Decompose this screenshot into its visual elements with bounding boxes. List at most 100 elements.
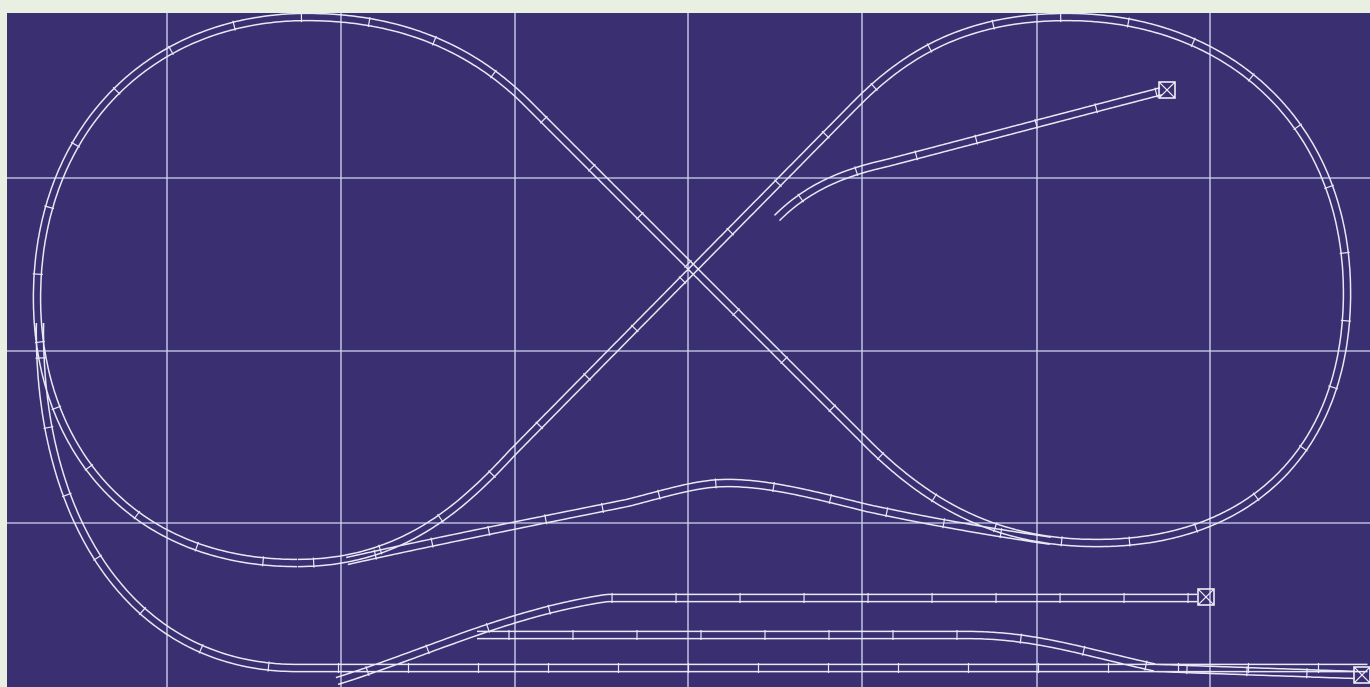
rail <box>42 323 1368 666</box>
track-joint <box>1019 633 1023 644</box>
track-joint <box>732 308 741 317</box>
track-joint <box>876 451 885 461</box>
layout-board <box>7 13 1370 687</box>
rail <box>1157 663 1356 673</box>
track-joint <box>926 43 933 53</box>
rail <box>347 485 1050 566</box>
track-joint <box>1128 536 1131 547</box>
track-joint <box>600 502 605 513</box>
rail <box>337 600 1198 686</box>
rail <box>477 630 1156 665</box>
track-joint <box>489 69 497 79</box>
yard-track-1 <box>335 592 1198 686</box>
track-joint <box>1154 87 1158 98</box>
track-joint <box>312 557 315 568</box>
track-joint <box>1324 184 1335 190</box>
track-joint <box>70 141 81 148</box>
yard-track-2 <box>477 629 1156 672</box>
track-joint <box>1340 319 1352 322</box>
bumper-cross <box>1158 81 1176 99</box>
track-joint <box>773 179 782 188</box>
track-joint <box>133 510 141 520</box>
bumper-box <box>1353 666 1370 684</box>
bumper-box <box>1197 588 1215 606</box>
track-joint <box>1328 385 1339 390</box>
track-joint <box>367 16 371 28</box>
track-joint <box>32 273 43 276</box>
track-joint <box>780 356 789 365</box>
track-joint <box>991 19 995 30</box>
track-joint <box>1190 37 1196 48</box>
grid <box>7 13 1370 687</box>
track-joint <box>1126 17 1130 28</box>
yard-track-3 <box>1156 663 1356 680</box>
track-joint <box>630 324 639 333</box>
track-joint <box>772 481 775 493</box>
rail <box>778 94 1163 222</box>
rail <box>1156 670 1355 680</box>
track-joint <box>854 166 859 177</box>
track-plan-diagram <box>7 13 1370 687</box>
track-joint <box>1247 73 1255 82</box>
track-joint <box>535 421 544 430</box>
track-joint <box>84 463 94 471</box>
track-joint <box>583 372 592 381</box>
bumper-box <box>1158 81 1176 99</box>
track-joint <box>437 513 444 523</box>
figure-eight-mainline <box>32 13 1352 568</box>
bumper-yard-track-3 <box>1353 666 1370 684</box>
bumper-cross <box>1353 666 1370 684</box>
track-joint <box>930 493 938 503</box>
track-joint <box>93 554 103 561</box>
track-joint <box>547 604 552 615</box>
track-joint <box>43 425 54 430</box>
track-joint <box>365 666 370 676</box>
track-joint <box>487 525 491 536</box>
track-joint <box>267 661 270 672</box>
track-joint <box>261 556 265 567</box>
track-joint <box>714 478 717 489</box>
rail <box>477 637 1155 672</box>
track-joint <box>232 20 236 31</box>
outer-loop-track <box>35 323 1368 674</box>
track-joint <box>544 514 548 525</box>
track-joint <box>914 150 919 161</box>
track-joint <box>1060 536 1063 547</box>
track-joint <box>1252 492 1260 502</box>
track-joint <box>678 276 687 284</box>
track-joint <box>942 518 946 529</box>
track-joint <box>487 470 496 479</box>
track-joint <box>657 489 661 500</box>
track-joint <box>61 492 72 498</box>
track-joint <box>1298 444 1308 452</box>
track-joint <box>993 522 998 533</box>
rail <box>335 593 1198 679</box>
rail <box>35 323 1368 673</box>
track-joint <box>1339 251 1350 255</box>
track-joint <box>167 45 174 56</box>
track-joint <box>1193 522 1199 533</box>
track-joint <box>828 404 837 413</box>
track-joint <box>797 193 805 203</box>
track-joint <box>726 227 735 236</box>
track-joint <box>1034 118 1039 129</box>
rail <box>773 87 1161 216</box>
track-joint <box>425 644 430 655</box>
track-joint <box>198 643 204 654</box>
bumper-cross <box>1197 588 1215 606</box>
track-joint <box>1081 645 1086 656</box>
track-joint <box>138 606 147 616</box>
track-joint <box>1094 103 1099 114</box>
track-joint <box>885 507 889 518</box>
track-joint <box>587 163 596 172</box>
track-joint <box>1293 123 1303 131</box>
bumper-upper-spur <box>1158 81 1176 99</box>
mainline-bypass <box>346 478 1051 566</box>
rail <box>32 13 1345 568</box>
track-joint <box>194 541 200 552</box>
track-joint <box>112 86 121 95</box>
track-joint <box>974 134 979 145</box>
track-joint <box>430 537 434 548</box>
track-joint <box>539 115 548 124</box>
